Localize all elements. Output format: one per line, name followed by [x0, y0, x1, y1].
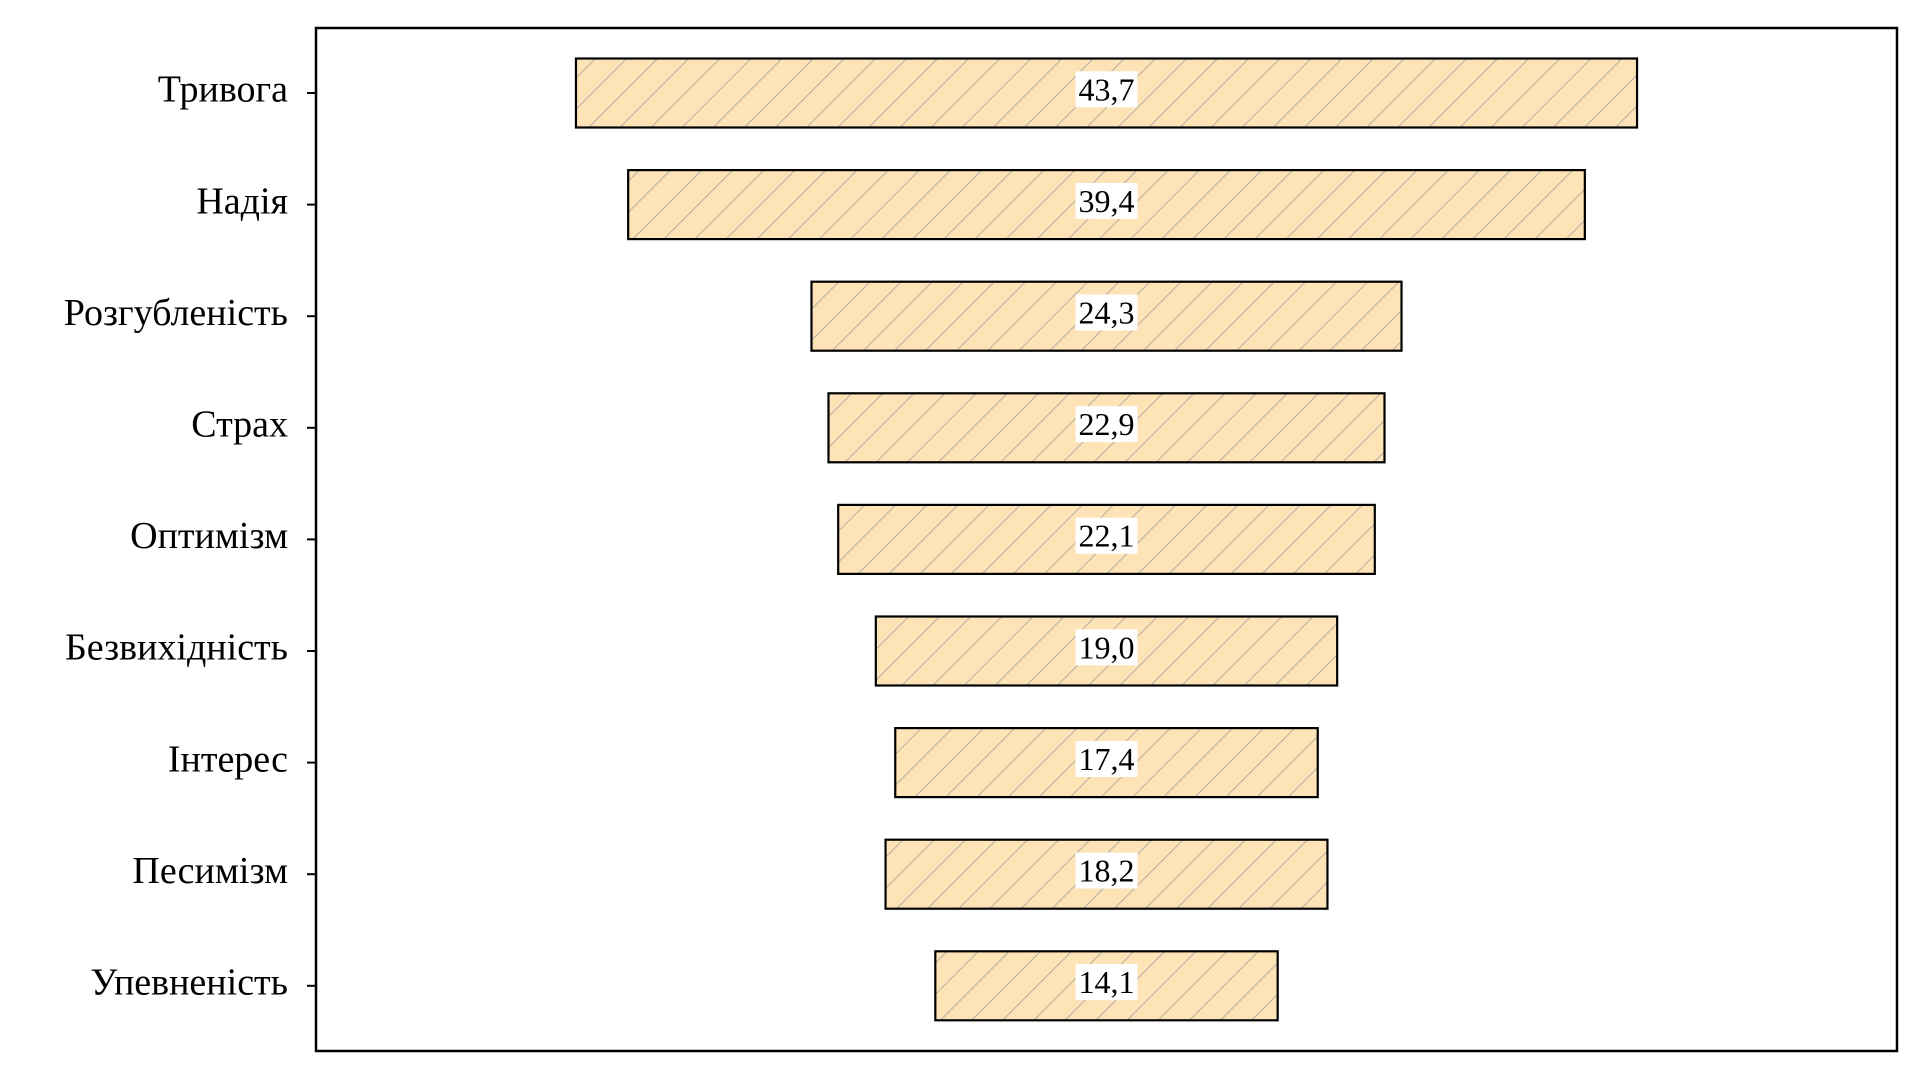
category-label: Тривога [158, 69, 288, 111]
value-label: 18,2 [1079, 853, 1135, 889]
value-label: 22,9 [1079, 406, 1135, 442]
category-label: Страх [191, 404, 288, 446]
value-label-bg [1075, 294, 1138, 331]
value-label-bg [1075, 517, 1138, 554]
value-label: 24,3 [1079, 295, 1135, 331]
category-label: Упевненість [90, 962, 288, 1004]
value-label: 39,4 [1079, 183, 1135, 219]
value-label: 22,1 [1079, 518, 1135, 554]
value-label-bg [1075, 629, 1138, 666]
value-label-bg [1075, 182, 1138, 219]
value-label: 19,0 [1079, 629, 1135, 665]
value-label-bg [1075, 740, 1138, 777]
value-label: 14,1 [1079, 964, 1135, 1000]
value-label: 43,7 [1079, 71, 1135, 107]
value-label-bg [1075, 406, 1138, 443]
category-label: Безвихідність [65, 627, 288, 669]
category-label: Інтерес [168, 738, 288, 780]
value-label-bg [1075, 852, 1138, 889]
category-label: Песимізм [132, 850, 288, 892]
category-label: Надія [196, 180, 288, 222]
value-label-bg [1075, 71, 1138, 108]
category-label: Оптимізм [130, 515, 288, 557]
value-label: 17,4 [1079, 741, 1135, 777]
value-label-bg [1075, 964, 1138, 1001]
category-label: Розгубленість [64, 292, 288, 334]
